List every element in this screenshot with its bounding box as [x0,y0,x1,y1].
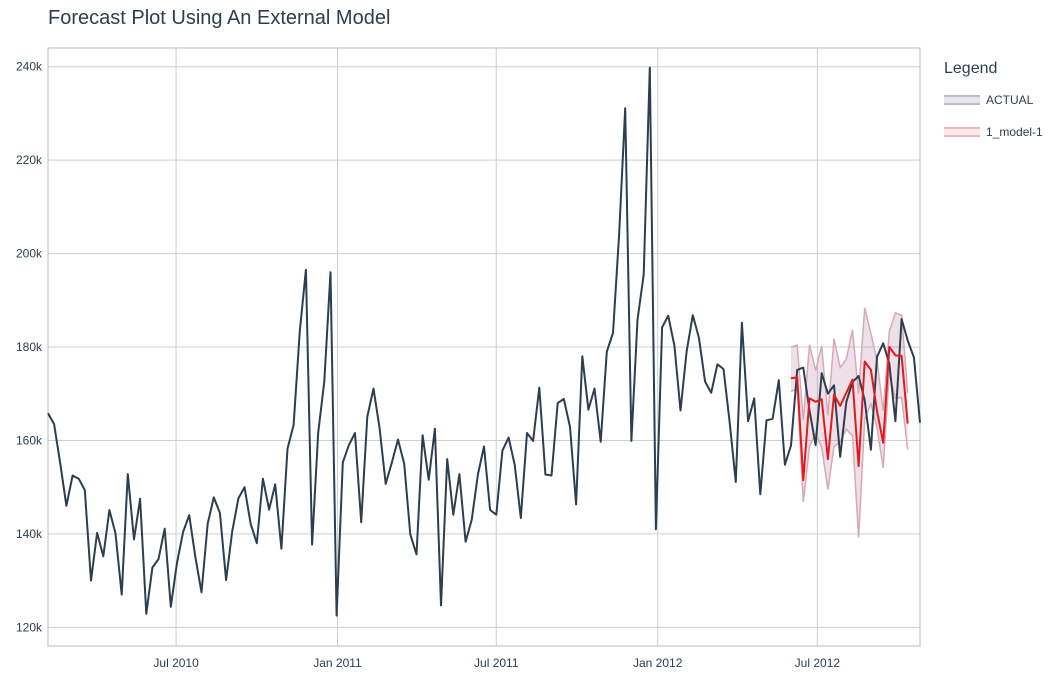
x-tick-label: Jan 2012 [633,656,683,670]
forecast-series-line [790,346,909,482]
y-tick-label: 240k [16,60,43,74]
y-tick-label: 160k [16,433,43,447]
legend-item-actual[interactable]: ACTUAL [944,84,1043,116]
confidence-ribbon [790,307,909,538]
chart-title: Forecast Plot Using An External Model [48,7,391,29]
x-tick-label: Jul 2010 [153,656,199,670]
legend-title: Legend [944,60,998,77]
y-tick-label: 180k [16,340,43,354]
plot-frame [47,47,921,647]
legend: Legend ACTUAL 1_model-1 [944,60,1043,148]
confidence-band [791,307,908,538]
y-tick-label: 220k [16,153,43,167]
x-tick-label: Jul 2012 [795,656,841,670]
confidence-lower-bound [790,372,909,538]
y-tick-label: 120k [16,620,43,634]
y-axis-ticks: 120k 140k 160k 180k 200k 220k 240k [16,60,43,635]
legend-item-model[interactable]: 1_model-1 [944,116,1043,148]
legend-label-actual: ACTUAL [986,93,1034,107]
series-lines [47,66,921,617]
legend-swatch-model [944,125,980,139]
y-tick-label: 140k [16,527,43,541]
x-tick-label: Jul 2011 [474,656,519,670]
grid [48,48,920,646]
legend-swatch-actual [944,93,980,107]
confidence-upper-bound [790,307,909,420]
actual-series-line [47,66,921,617]
legend-label-model: 1_model-1 [986,125,1043,139]
x-axis-ticks: Jul 2010 Jan 2011 Jul 2011 Jan 2012 Jul 2012 [153,656,840,670]
y-tick-label: 200k [16,247,43,261]
x-tick-label: Jan 2011 [313,656,362,670]
